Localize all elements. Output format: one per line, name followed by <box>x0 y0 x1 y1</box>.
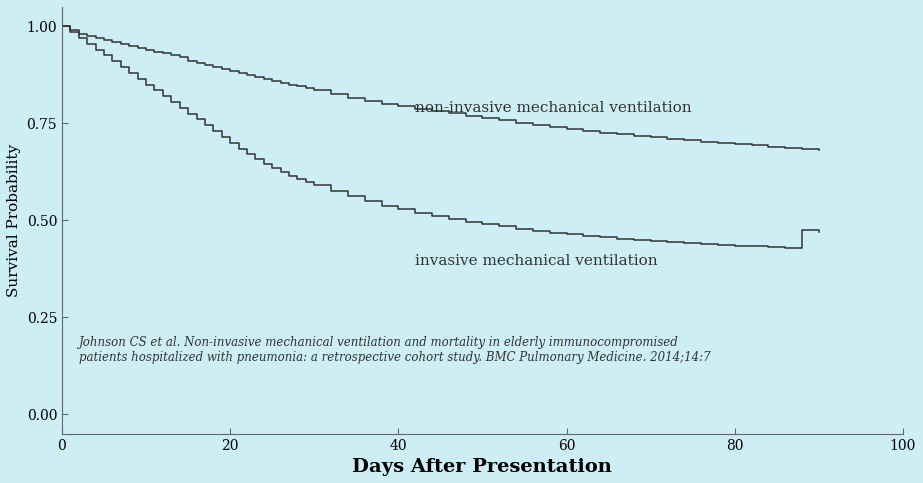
X-axis label: Days After Presentation: Days After Presentation <box>353 458 612 476</box>
Text: invasive mechanical ventilation: invasive mechanical ventilation <box>415 254 658 268</box>
Y-axis label: Survival Probability: Survival Probability <box>7 144 21 297</box>
Text: Johnson CS et al. Non-invasive mechanical ventilation and mortality in elderly i: Johnson CS et al. Non-invasive mechanica… <box>78 336 711 364</box>
Text: non-invasive mechanical ventilation: non-invasive mechanical ventilation <box>415 100 691 114</box>
